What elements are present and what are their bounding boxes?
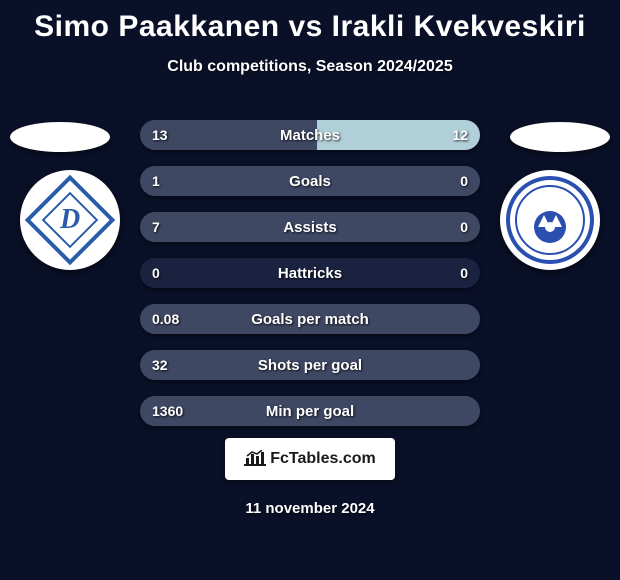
flag-left: [10, 122, 110, 152]
page-title: Simo Paakkanen vs Irakli Kvekveskiri: [0, 0, 620, 44]
stat-row: Min per goal1360: [140, 396, 480, 426]
stat-row: Shots per goal32: [140, 350, 480, 380]
bar-left: [140, 396, 480, 426]
bar-left: [140, 212, 480, 242]
bar-left: [140, 350, 480, 380]
brand-badge: FcTables.com: [225, 438, 395, 480]
brand-text: FcTables.com: [270, 450, 376, 468]
stat-row: Goals10: [140, 166, 480, 196]
bar-track: [140, 258, 480, 288]
bar-left: [140, 120, 317, 150]
bar-left: [140, 304, 480, 334]
date-text: 11 november 2024: [0, 500, 620, 517]
fakel-icon: [505, 175, 595, 265]
dinamo-icon: D: [25, 175, 116, 266]
club-badge-left: D: [20, 170, 120, 270]
stat-row: Hattricks00: [140, 258, 480, 288]
stat-row: Matches1312: [140, 120, 480, 150]
stat-row: Goals per match0.08: [140, 304, 480, 334]
bar-right: [317, 120, 480, 150]
bar-left: [140, 166, 480, 196]
subtitle: Club competitions, Season 2024/2025: [0, 58, 620, 76]
flag-right: [510, 122, 610, 152]
club-badge-right: [500, 170, 600, 270]
stat-row: Assists70: [140, 212, 480, 242]
stats-container: Matches1312 Goals10 Assists70 Hattricks00 Go…: [140, 120, 480, 442]
chart-icon: [244, 450, 266, 468]
